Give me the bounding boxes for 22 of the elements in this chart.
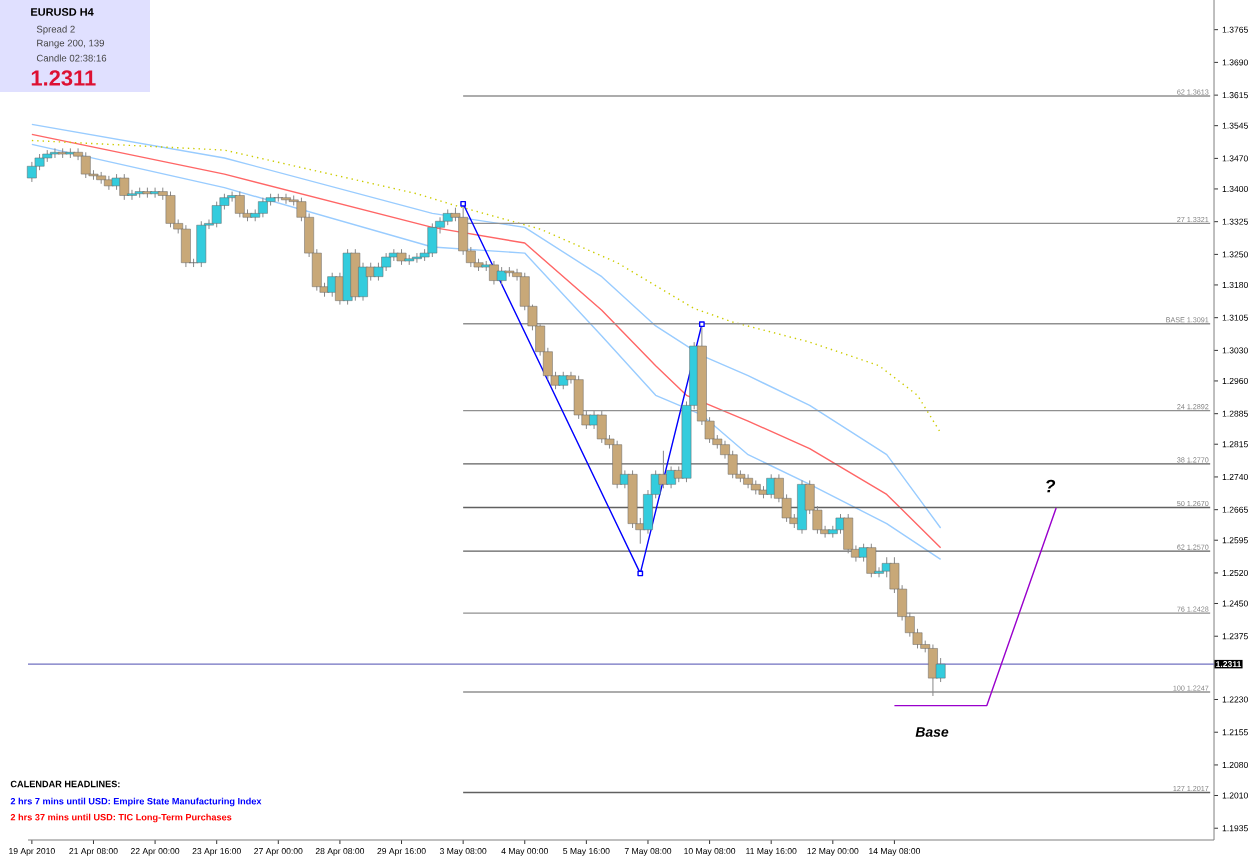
annotation: 1.2311 (31, 70, 96, 86)
point (698, 321, 705, 328)
point (637, 570, 644, 577)
candlestick (412, 252, 422, 264)
point (460, 200, 467, 207)
candlestick (26, 161, 37, 183)
annotation: ? (1046, 479, 1056, 493)
candlestick (196, 220, 207, 268)
candlestick (258, 197, 268, 218)
candlestick (234, 191, 245, 218)
candlestick (743, 473, 753, 489)
candlestick (150, 187, 160, 199)
candlestick (165, 191, 176, 228)
candlestick (211, 201, 222, 228)
candlestick (181, 224, 191, 268)
candlestick (427, 222, 438, 258)
candlestick (281, 193, 291, 205)
candlestick (50, 147, 60, 159)
candlestick (119, 173, 130, 201)
candlestick (350, 248, 361, 302)
candlestick (80, 151, 91, 179)
line-series (31, 139, 942, 434)
